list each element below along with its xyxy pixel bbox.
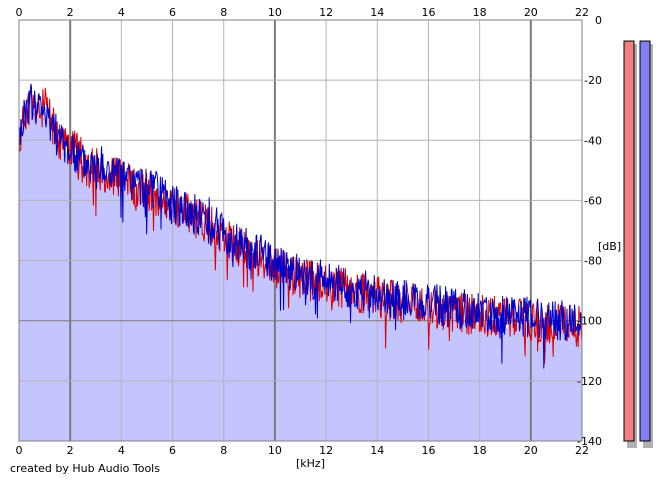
- credit-text: created by Hub Audio Tools: [10, 462, 160, 475]
- x-tick-label-top: 20: [524, 6, 538, 19]
- x-tick-label-top: 8: [220, 6, 227, 19]
- series-lines: [18, 83, 583, 369]
- x-tick-label-bottom: 0: [16, 444, 23, 457]
- x-tick-label-bottom: 8: [220, 444, 227, 457]
- y-axis-label: [dB]: [598, 240, 621, 253]
- x-tick-label-top: 6: [169, 6, 176, 19]
- x-axis-bottom-ticks: 0 2 4 6 8 10 12 14 16 18 20 22: [16, 444, 590, 457]
- y-tick-label: -120: [577, 375, 602, 388]
- y-axis-ticks: 0 -20 -40 -60 -80 -100 -120 -140: [577, 14, 602, 448]
- x-tick-label-bottom: 16: [421, 444, 435, 457]
- y-tick-label: -80: [584, 255, 602, 268]
- x-tick-label-top: 2: [67, 6, 74, 19]
- level-meter-left: [623, 40, 635, 442]
- plot-border: [18, 19, 583, 442]
- x-tick-label-top: 14: [370, 6, 384, 19]
- series-line-right: [18, 83, 583, 369]
- y-tick-label: -140: [577, 435, 602, 448]
- y-tick-label: -60: [584, 194, 602, 207]
- plot-frame: [18, 19, 583, 442]
- spectrum-area: [19, 102, 582, 442]
- x-tick-label-top: 22: [575, 6, 589, 19]
- spectrum-fill: [19, 102, 582, 442]
- y-tick-label: -20: [584, 74, 602, 87]
- y-tick-label: -100: [577, 315, 602, 328]
- x-tick-label-bottom: 4: [118, 444, 125, 457]
- x-tick-label-bottom: 20: [524, 444, 538, 457]
- x-tick-label-top: 4: [118, 6, 125, 19]
- x-axis-top-ticks: 0 2 4 6 8 10 12 14 16 18 20 22: [16, 6, 590, 19]
- x-tick-label-bottom: 22: [575, 444, 589, 457]
- x-axis-label: [kHz]: [296, 457, 325, 470]
- x-tick-label-top: 12: [319, 6, 333, 19]
- x-tick-label-top: 10: [268, 6, 282, 19]
- level-meter-right: [639, 40, 651, 442]
- x-tick-label-bottom: 10: [268, 444, 282, 457]
- x-tick-label-bottom: 12: [319, 444, 333, 457]
- x-tick-label-top: 16: [421, 6, 435, 19]
- y-tick-label: 0: [595, 14, 602, 27]
- x-tick-label-bottom: 6: [169, 444, 176, 457]
- x-tick-label-bottom: 18: [473, 444, 487, 457]
- x-tick-label-top: 18: [473, 6, 487, 19]
- x-tick-label-bottom: 14: [370, 444, 384, 457]
- level-meters: [623, 40, 653, 449]
- y-tick-label: -40: [584, 134, 602, 147]
- x-tick-label-top: 0: [16, 6, 23, 19]
- x-tick-label-bottom: 2: [67, 444, 74, 457]
